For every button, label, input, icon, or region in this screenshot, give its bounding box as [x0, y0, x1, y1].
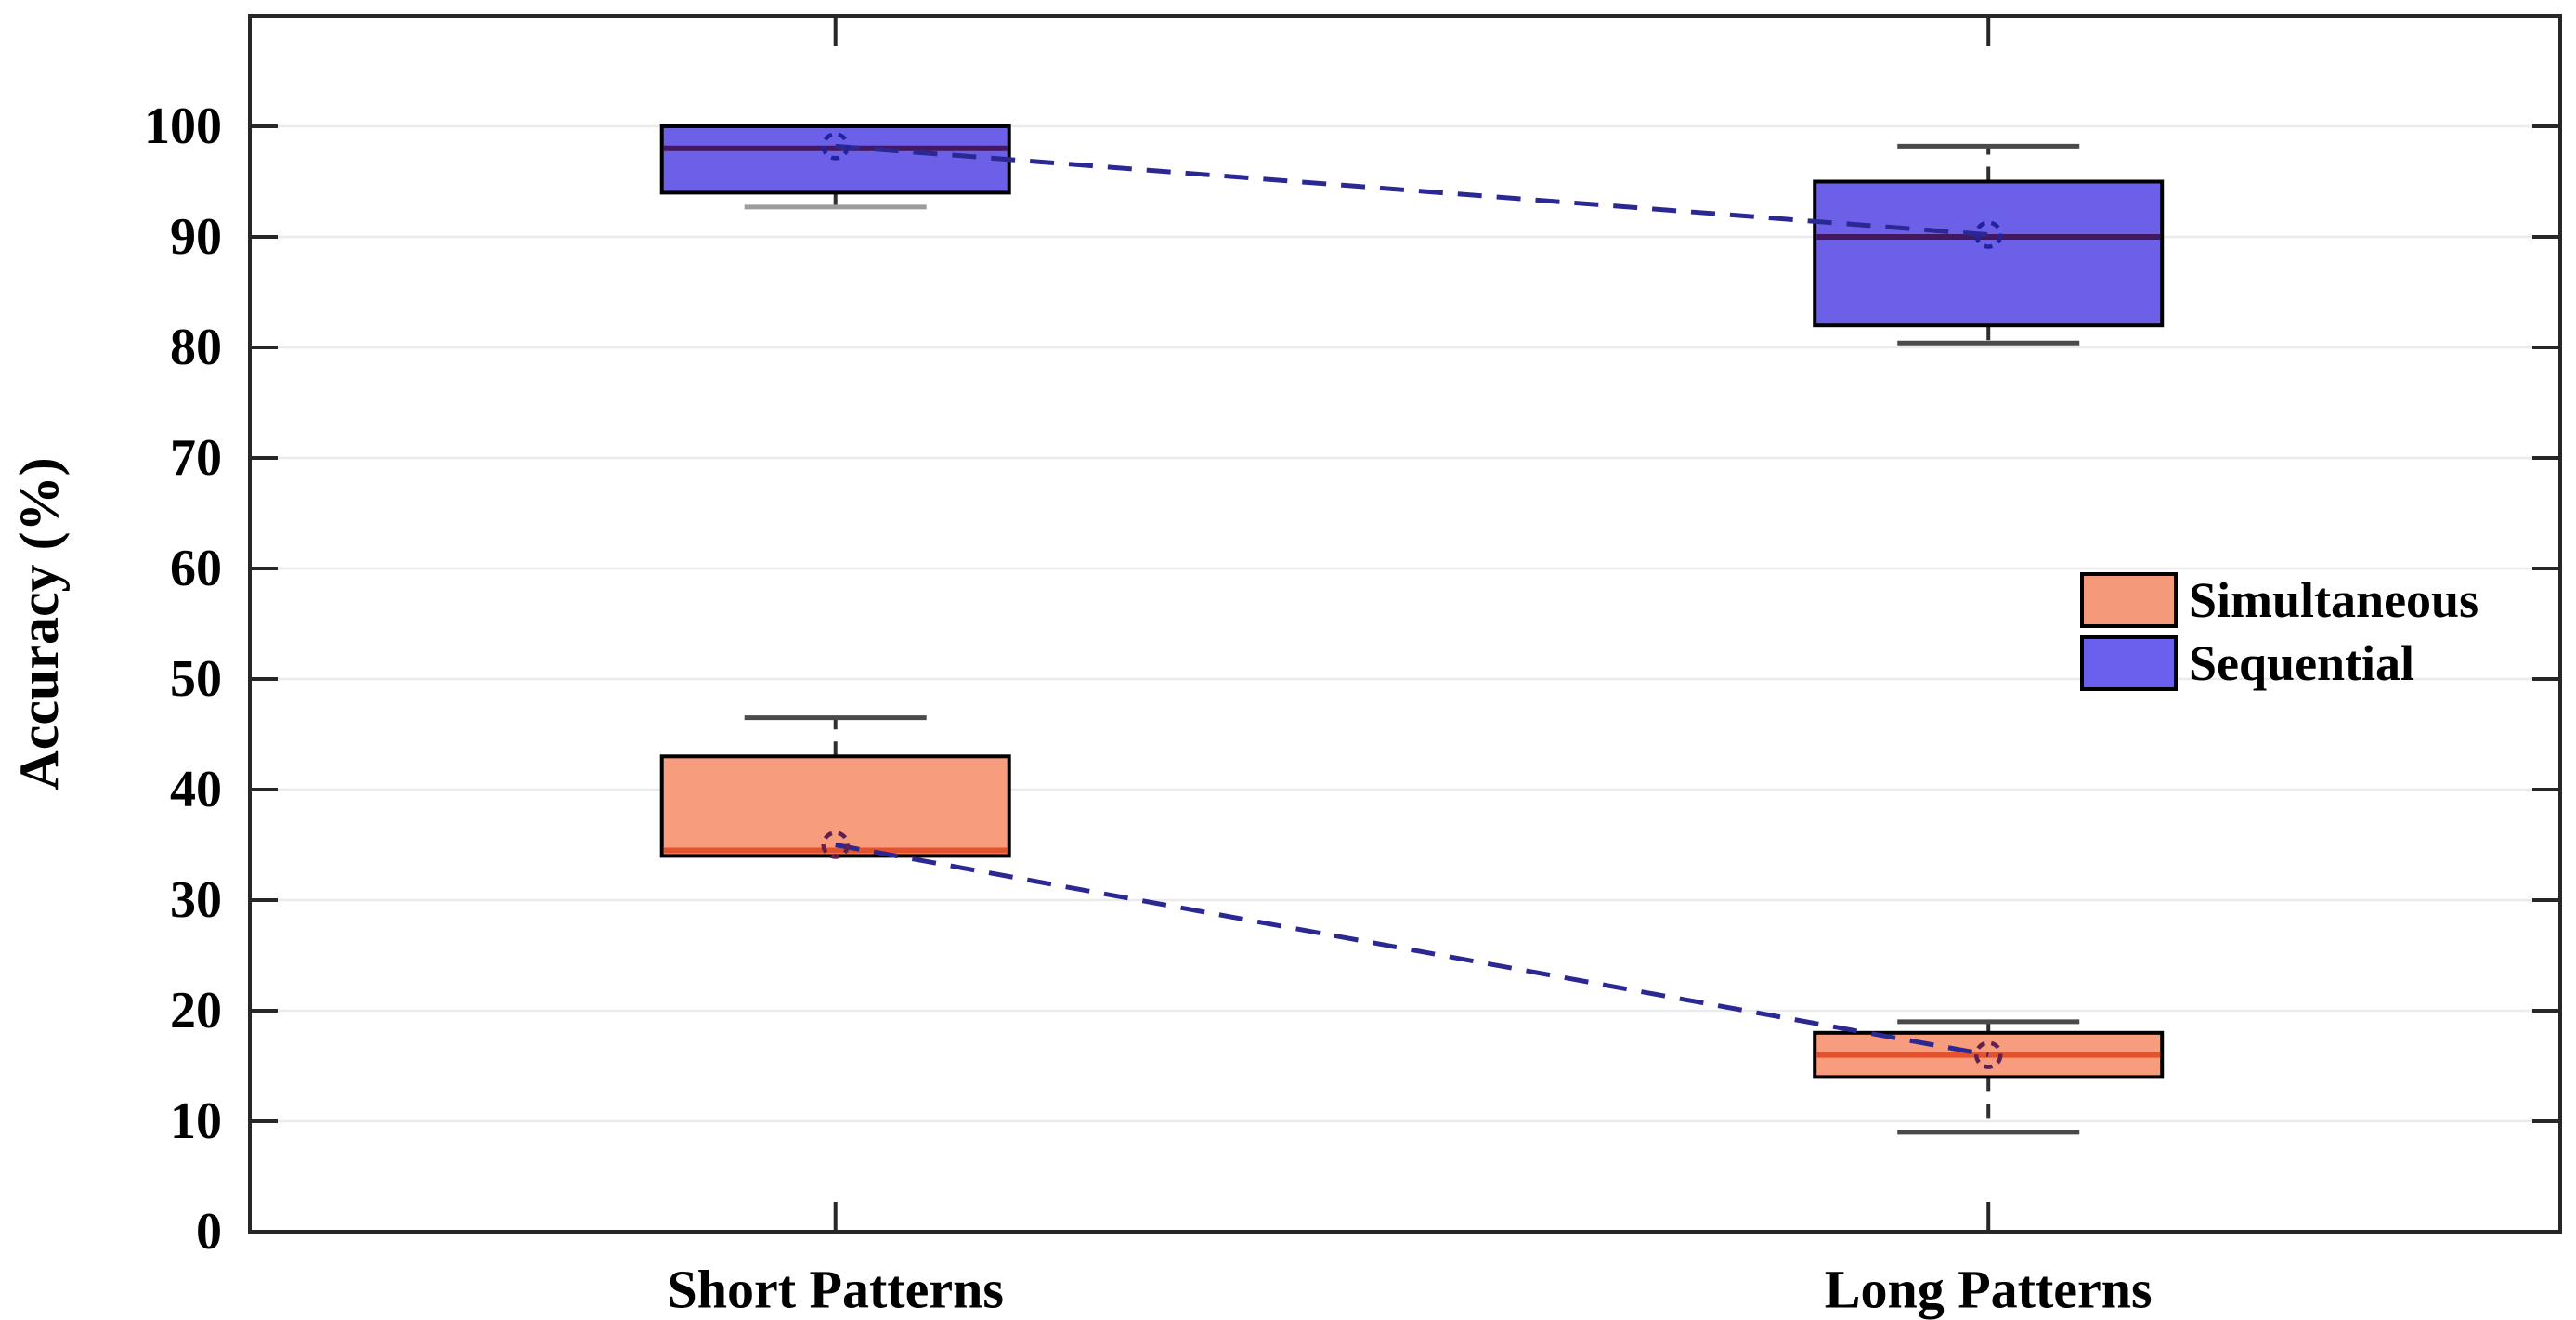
box-sequential-long-patterns	[1813, 179, 2165, 328]
legend-swatch-simultaneous	[2080, 572, 2178, 628]
mean-connector-simultaneous	[835, 843, 1989, 1058]
y-tick-label-80: 80	[170, 319, 222, 376]
mean-marker-simultaneous-long-patterns	[1973, 1040, 2003, 1069]
y-tick-label-30: 30	[170, 871, 222, 929]
mean-marker-sequential-long-patterns	[1973, 220, 2003, 249]
mean-marker-simultaneous-short-patterns	[821, 830, 850, 859]
y-tick-label-60: 60	[170, 540, 222, 597]
legend-label-simultaneous: Simultaneous	[2189, 572, 2478, 628]
mean-marker-sequential-short-patterns	[821, 132, 850, 161]
legend-swatch-sequential	[2080, 635, 2178, 691]
box-simultaneous-short-patterns	[659, 754, 1011, 858]
y-axis-label: Accuracy (%)	[8, 457, 70, 790]
y-tick-label-40: 40	[170, 761, 222, 818]
x-tick-label-long-patterns: Long Patterns	[1825, 1260, 2153, 1320]
legend-label-sequential: Sequential	[2189, 635, 2414, 691]
y-tick-label-10: 10	[170, 1092, 222, 1150]
y-tick-label-0: 0	[196, 1203, 222, 1261]
y-tick-label-70: 70	[170, 429, 222, 487]
y-tick-label-100: 100	[144, 98, 222, 155]
x-tick-label-short-patterns: Short Patterns	[667, 1260, 1003, 1320]
y-tick-label-20: 20	[170, 982, 222, 1039]
y-tick-label-50: 50	[170, 650, 222, 708]
y-tick-label-90: 90	[170, 208, 222, 266]
